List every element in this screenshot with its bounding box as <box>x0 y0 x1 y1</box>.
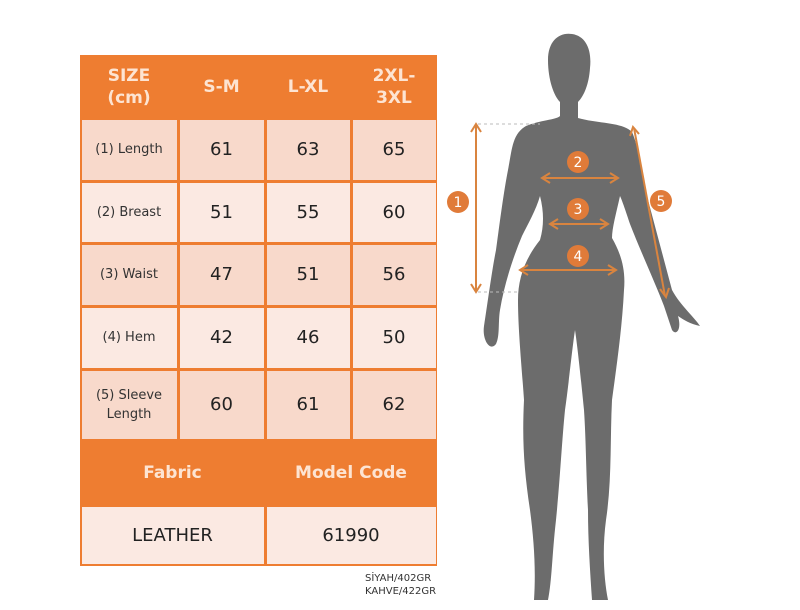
value-cell: 61 <box>179 119 264 180</box>
row-label: (3) Waist <box>81 244 177 305</box>
header-cell: L-XL <box>266 56 350 117</box>
marker-circle <box>567 245 589 267</box>
marker-circle <box>447 191 469 213</box>
value-cell: 51 <box>179 182 264 242</box>
header-cell: SIZE (cm) <box>81 56 177 117</box>
value-cell: 55 <box>266 182 350 242</box>
header-text: 2XL- 3XL <box>372 65 416 108</box>
footer-header: Model Code <box>266 441 436 504</box>
footer-value: LEATHER <box>81 506 264 564</box>
value-cell: 60 <box>352 182 436 242</box>
row-label: (1) Length <box>81 119 177 180</box>
marker-number: 5 <box>657 194 666 210</box>
marker-circle <box>567 151 589 173</box>
note-black: SİYAH/402GR <box>365 573 432 584</box>
footer-header: Fabric <box>81 441 264 504</box>
size-chart-table: SIZE (cm) S-M L-XL 2XL- 3XL (1) Length 61 63 65… <box>80 55 437 566</box>
header-text: SIZE (cm) <box>107 65 151 108</box>
value-cell: 60 <box>179 370 264 439</box>
value-cell: 56 <box>352 244 436 305</box>
value-cell: 61 <box>266 370 350 439</box>
value-cell: 42 <box>179 307 264 368</box>
note-brown: KAHVE/422GR <box>365 586 437 597</box>
value-cell: 63 <box>266 119 350 180</box>
row-label: (4) Hem <box>81 307 177 368</box>
measurement-arrows <box>470 122 670 300</box>
header-cell: S-M <box>179 56 264 117</box>
marker-number: 1 <box>454 195 463 211</box>
footer-value: 61990 <box>266 506 436 564</box>
marker-number: 3 <box>574 202 583 218</box>
header-text: L-XL <box>287 76 329 97</box>
silhouette <box>483 33 700 601</box>
marker-circle <box>650 190 672 212</box>
sleeve-arrow <box>633 127 666 297</box>
value-cell: 50 <box>352 307 436 368</box>
color-codes: SİYAH/402GR KAHVE/422GR <box>365 572 436 598</box>
header-cell: 2XL- 3XL <box>352 56 436 117</box>
row-label: (5) Sleeve Length <box>81 370 177 439</box>
marker-number: 4 <box>574 249 583 265</box>
marker-circle <box>567 198 589 220</box>
value-cell: 62 <box>352 370 436 439</box>
value-cell: 46 <box>266 307 350 368</box>
marker-number: 2 <box>574 155 583 171</box>
row-label: (2) Breast <box>81 182 177 242</box>
value-cell: 65 <box>352 119 436 180</box>
value-cell: 51 <box>266 244 350 305</box>
header-text: S-M <box>203 76 240 97</box>
value-cell: 47 <box>179 244 264 305</box>
